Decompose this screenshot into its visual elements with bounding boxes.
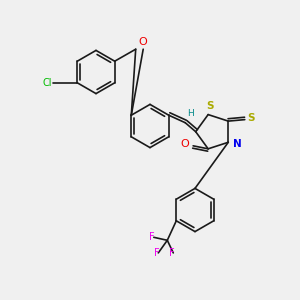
Text: Cl: Cl bbox=[42, 78, 52, 88]
Text: F: F bbox=[149, 232, 155, 242]
Text: N: N bbox=[233, 139, 242, 149]
Text: O: O bbox=[139, 37, 148, 47]
Text: S: S bbox=[247, 113, 255, 123]
Text: F: F bbox=[154, 248, 160, 258]
Text: H: H bbox=[187, 109, 194, 118]
Text: S: S bbox=[206, 101, 213, 111]
Text: F: F bbox=[169, 248, 175, 258]
Text: O: O bbox=[181, 139, 190, 149]
